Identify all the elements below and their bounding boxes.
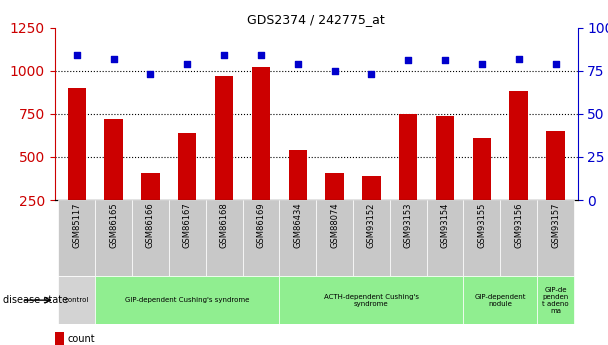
Bar [206, 200, 243, 276]
Point [367, 71, 376, 77]
Text: GSM86169: GSM86169 [257, 203, 266, 248]
Bar [537, 276, 574, 324]
Point [293, 61, 303, 67]
Point [440, 58, 450, 63]
Bar [178, 133, 196, 200]
Bar [141, 172, 160, 200]
Point [256, 52, 266, 58]
Bar [390, 200, 427, 276]
Bar [243, 200, 279, 276]
Text: GSM85117: GSM85117 [72, 203, 81, 248]
Text: GIP-de
penden
t adeno
ma: GIP-de penden t adeno ma [542, 287, 569, 314]
Title: GDS2374 / 242775_at: GDS2374 / 242775_at [247, 13, 385, 27]
Bar [463, 276, 537, 324]
Text: GSM93156: GSM93156 [514, 203, 523, 248]
Text: GSM93154: GSM93154 [441, 203, 449, 248]
Bar [95, 276, 279, 324]
Point [514, 56, 523, 61]
Point [551, 61, 561, 67]
Bar [463, 200, 500, 276]
Point [109, 56, 119, 61]
Text: GSM86434: GSM86434 [293, 203, 302, 248]
Bar [472, 138, 491, 200]
Bar [362, 176, 381, 200]
Text: GSM86165: GSM86165 [109, 203, 118, 248]
Bar [67, 88, 86, 200]
Text: disease state: disease state [3, 295, 68, 305]
Point [219, 52, 229, 58]
Point [330, 68, 339, 73]
Text: GSM86168: GSM86168 [219, 203, 229, 248]
Text: GSM93157: GSM93157 [551, 203, 560, 248]
Bar [58, 200, 95, 276]
Bar [55, 332, 64, 345]
Bar [399, 114, 418, 200]
Bar [169, 200, 206, 276]
Point [403, 58, 413, 63]
Text: GSM93153: GSM93153 [404, 203, 413, 248]
Point [145, 71, 155, 77]
Bar [537, 200, 574, 276]
Bar [279, 200, 316, 276]
Bar [289, 150, 307, 200]
Text: GIP-dependent Cushing's syndrome: GIP-dependent Cushing's syndrome [125, 297, 249, 303]
Bar [132, 200, 169, 276]
Point [182, 61, 192, 67]
Text: control: control [64, 297, 89, 303]
Bar [500, 200, 537, 276]
Point [477, 61, 487, 67]
Text: GSM86166: GSM86166 [146, 203, 155, 248]
Bar [58, 276, 95, 324]
Bar [427, 200, 463, 276]
Bar [510, 91, 528, 200]
Text: GIP-dependent
nodule: GIP-dependent nodule [474, 294, 526, 307]
Bar [353, 200, 390, 276]
Text: GSM88074: GSM88074 [330, 203, 339, 248]
Bar [316, 200, 353, 276]
Bar [436, 116, 454, 200]
Bar [252, 67, 270, 200]
Text: ACTH-dependent Cushing's
syndrome: ACTH-dependent Cushing's syndrome [324, 294, 419, 307]
Bar [325, 172, 344, 200]
Bar [547, 131, 565, 200]
Text: GSM93155: GSM93155 [477, 203, 486, 248]
Text: GSM86167: GSM86167 [183, 203, 192, 248]
Bar [215, 76, 233, 200]
Text: count: count [68, 334, 95, 344]
Bar [95, 200, 132, 276]
Point [72, 52, 81, 58]
Bar [105, 119, 123, 200]
Bar [279, 276, 463, 324]
Text: GSM93152: GSM93152 [367, 203, 376, 248]
